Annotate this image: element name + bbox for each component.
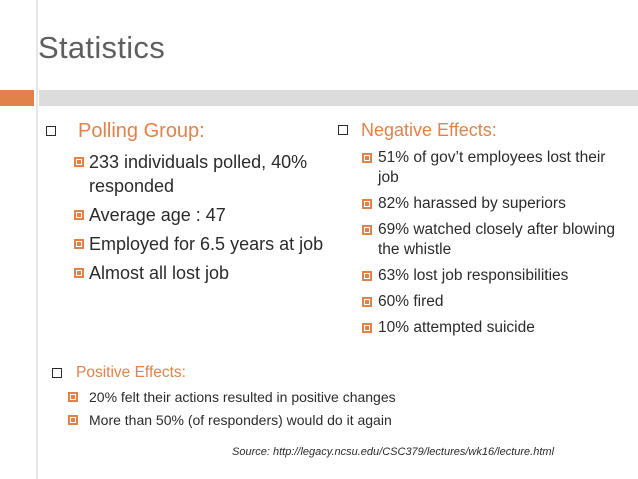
hollow-square-bullet-icon xyxy=(338,125,348,135)
list-item-text: Employed for 6.5 years at job xyxy=(89,234,324,254)
positive-effects-section: Positive Effects: 20% felt their actions… xyxy=(52,363,612,434)
negative-effects-column: Negative Effects: 51% of gov’t employees… xyxy=(338,118,628,344)
list-item: 51% of gov’t employees lost their job xyxy=(362,148,628,188)
source-citation: Source: http://legacy.ncsu.edu/CSC379/le… xyxy=(232,446,555,458)
list-item-text: Average age : 47 xyxy=(89,205,226,225)
positive-effects-heading: Positive Effects: xyxy=(52,363,612,383)
square-bullet-icon xyxy=(362,153,372,163)
square-bullet-icon xyxy=(68,415,78,425)
list-item: Almost all lost job xyxy=(74,261,326,285)
list-item-text: 20% felt their actions resulted in posit… xyxy=(89,389,396,405)
list-item-text: 82% harassed by superiors xyxy=(378,195,566,212)
list-item-text: 60% fired xyxy=(378,293,444,310)
list-item: 69% watched closely after blowing the wh… xyxy=(362,220,628,260)
square-bullet-icon xyxy=(68,392,78,402)
square-bullet-icon xyxy=(362,225,372,235)
polling-group-column: Polling Group: 233 individuals polled, 4… xyxy=(46,118,326,290)
list-item: 63% lost job responsibilities xyxy=(362,266,628,286)
hollow-square-bullet-icon xyxy=(46,126,56,136)
hollow-square-bullet-icon xyxy=(52,368,62,378)
square-bullet-icon xyxy=(362,199,372,209)
list-item-text: 233 individuals polled, 40% responded xyxy=(89,152,308,196)
square-bullet-icon xyxy=(362,297,372,307)
square-bullet-icon xyxy=(362,323,372,333)
list-item-text: 51% of gov’t employees lost their job xyxy=(378,149,606,186)
list-item: Employed for 6.5 years at job xyxy=(74,232,326,256)
list-item-text: More than 50% (of responders) would do i… xyxy=(89,412,392,428)
square-bullet-icon xyxy=(74,157,84,167)
square-bullet-icon xyxy=(74,268,84,278)
list-item: 82% harassed by superiors xyxy=(362,194,628,214)
left-border-line xyxy=(36,0,38,479)
negative-effects-heading: Negative Effects: xyxy=(338,118,628,142)
square-bullet-icon xyxy=(74,210,84,220)
list-item-text: 63% lost job responsibilities xyxy=(378,267,569,284)
list-item: 233 individuals polled, 40% responded xyxy=(74,150,326,198)
title-accent-bar xyxy=(0,90,34,106)
list-item-text: Almost all lost job xyxy=(89,263,230,283)
slide-title: Statistics xyxy=(38,30,166,65)
list-item: 60% fired xyxy=(362,292,628,312)
positive-effects-heading-text: Positive Effects: xyxy=(76,364,186,381)
square-bullet-icon xyxy=(362,271,372,281)
list-item-text: 10% attempted suicide xyxy=(378,319,535,336)
list-item-text: 69% watched closely after blowing the wh… xyxy=(378,221,615,258)
title-divider-bar xyxy=(39,90,638,106)
negative-effects-heading-text: Negative Effects: xyxy=(361,120,497,140)
polling-group-heading-text: Polling Group: xyxy=(78,120,205,142)
list-item: 20% felt their actions resulted in posit… xyxy=(68,388,612,406)
list-item: More than 50% (of responders) would do i… xyxy=(68,411,612,429)
polling-group-heading: Polling Group: xyxy=(46,118,326,144)
square-bullet-icon xyxy=(74,239,84,249)
list-item: Average age : 47 xyxy=(74,203,326,227)
list-item: 10% attempted suicide xyxy=(362,318,628,338)
